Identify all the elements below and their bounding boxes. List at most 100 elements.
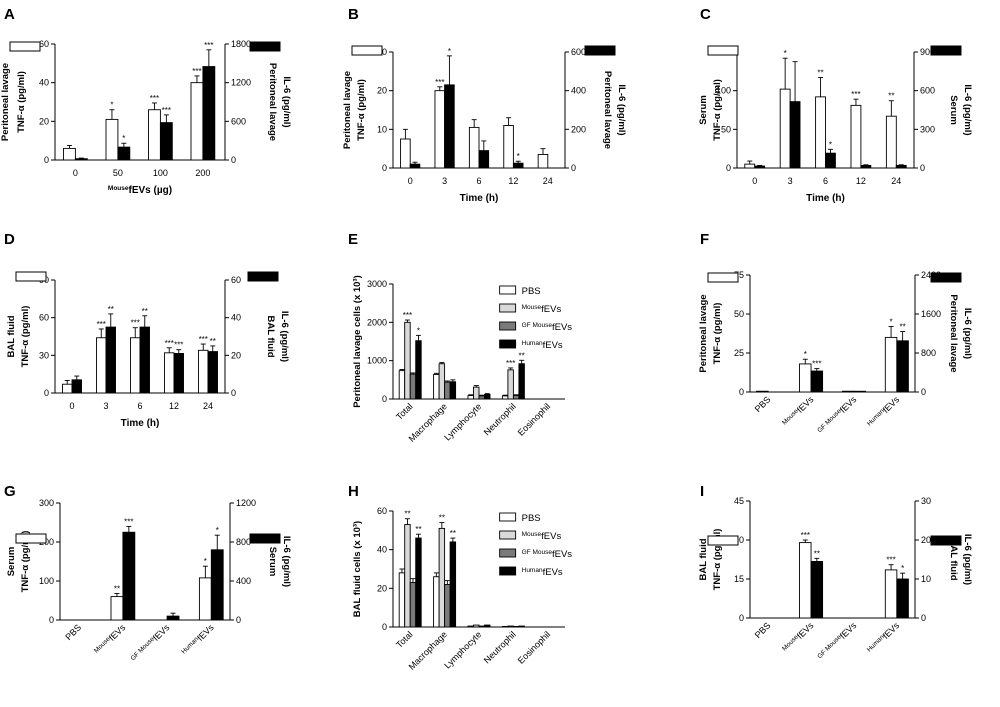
x-tick-label: 24	[203, 401, 213, 411]
y-tick-label-left: 0	[44, 155, 49, 165]
x-tick-label: Neutrophil	[482, 629, 518, 665]
label-main: fEVs	[541, 531, 561, 542]
bar	[895, 164, 907, 169]
legend-swatch-il6	[584, 45, 616, 56]
y-tick-label-left: 30	[734, 535, 744, 545]
y-tick-label-right: 800	[921, 348, 936, 358]
x-tick-label: Total	[394, 629, 415, 650]
legend-label: MousefEVs	[522, 304, 562, 315]
x-tick-label: Eosinophil	[516, 401, 552, 437]
bar	[484, 393, 491, 400]
y-axis-title-left: Peritoneal lavage	[0, 63, 11, 141]
significance-marker: ***	[150, 94, 159, 103]
superscript: GF Mouse	[130, 636, 157, 663]
panel-letter: H	[348, 483, 359, 500]
significance-marker: *	[204, 557, 207, 566]
y-tick-label-left: 0	[44, 388, 49, 398]
y-tick-label-left: 60	[39, 39, 49, 49]
x-tick-label: 100	[153, 168, 168, 178]
y-axis-title-left: TNF-α (pg/ml)	[712, 303, 723, 365]
panel-letter: E	[348, 231, 358, 248]
bar	[507, 369, 514, 400]
bar	[512, 625, 520, 628]
x-tick-label: 12	[169, 401, 179, 411]
x-tick-label: 200	[195, 168, 210, 178]
x-tick-label: Eosinophil	[516, 629, 552, 665]
legend-swatch	[499, 530, 517, 540]
legend-swatch	[499, 548, 517, 558]
bar	[415, 340, 422, 400]
y-tick-label-left: 40	[39, 78, 49, 88]
legend-swatch-tnf	[707, 535, 739, 546]
x-tick-label: 12	[508, 176, 518, 186]
y-tick-label-left: 60	[377, 506, 387, 516]
significance-marker: ***	[506, 359, 515, 368]
significance-marker: ***	[851, 90, 860, 99]
label-main: fEVs	[151, 622, 172, 643]
x-tick-label: MousefEVs	[781, 394, 816, 429]
y-tick-label-left: 0	[49, 615, 54, 625]
bar	[110, 596, 124, 621]
superscript: Mouse	[522, 304, 542, 311]
bar	[501, 625, 509, 628]
x-tick-label: GF MousefEVs	[816, 620, 858, 662]
panel-letter: C	[700, 6, 711, 23]
legend-label: GF MousefEVs	[522, 322, 573, 333]
x-tick-label: HumanfEVs	[180, 622, 216, 658]
y-axis-title-left: Peritoneal lavage	[698, 294, 709, 372]
x-tick-label: HumanfEVs	[866, 394, 902, 430]
bar	[860, 164, 872, 169]
bar	[779, 88, 791, 169]
legend-swatch	[499, 303, 517, 313]
significance-marker: **	[142, 307, 148, 316]
bar	[789, 101, 801, 169]
y-tick-label-right: 20	[921, 535, 931, 545]
x-tick-label: 6	[476, 176, 481, 186]
legend-label: PBS	[522, 286, 541, 297]
significance-marker: *	[901, 564, 904, 573]
bar	[444, 381, 451, 400]
x-tick-label: 6	[137, 401, 142, 411]
y-tick-label-right: 400	[236, 576, 251, 586]
bar	[756, 390, 769, 393]
superscript: GF Mouse	[522, 549, 553, 556]
label-main: fEVs	[107, 622, 128, 643]
bar	[885, 115, 897, 169]
legend-label: MousefEVs	[522, 531, 562, 542]
bar	[438, 363, 446, 400]
legend-swatch	[499, 339, 517, 349]
y-axis-title-left: BAL fluid	[6, 315, 17, 357]
x-tick-label: MousefEVs	[781, 620, 816, 655]
bar	[166, 615, 180, 621]
panel-letter: A	[4, 6, 15, 23]
y-tick-label-right: 0	[920, 163, 925, 173]
x-tick-label: 24	[543, 176, 553, 186]
superscript: Human	[522, 340, 543, 347]
significance-marker: ***	[886, 556, 895, 565]
bar	[810, 561, 824, 619]
y-tick-label-right: 30	[921, 496, 931, 506]
panel-letter: D	[4, 231, 15, 248]
legend-swatch-il6	[247, 271, 279, 282]
superscript: Mouse	[522, 531, 542, 538]
y-tick-label-left: 0	[726, 163, 731, 173]
y-axis-title-left: TNF-α (pg/ml)	[20, 531, 31, 593]
bar	[96, 337, 107, 394]
y-tick-label-left: 45	[734, 496, 744, 506]
bar	[503, 125, 514, 169]
y-axis-title-right: IL-6 (pg/ml)	[281, 536, 292, 587]
bar	[853, 390, 866, 393]
bar	[825, 152, 836, 169]
significance-marker: *	[829, 140, 832, 149]
y-tick-label-left: 3000	[367, 279, 387, 289]
bar	[444, 584, 451, 628]
significance-marker: ***	[199, 335, 208, 344]
panel-letter: B	[348, 6, 359, 23]
y-axis-title-left: BAL fluid cells (x 10³)	[352, 521, 363, 617]
bar	[198, 349, 209, 394]
legend-label: PBS	[522, 513, 541, 524]
bar	[404, 524, 411, 628]
superscript: GF Mouse	[816, 408, 843, 435]
bar	[896, 578, 909, 619]
